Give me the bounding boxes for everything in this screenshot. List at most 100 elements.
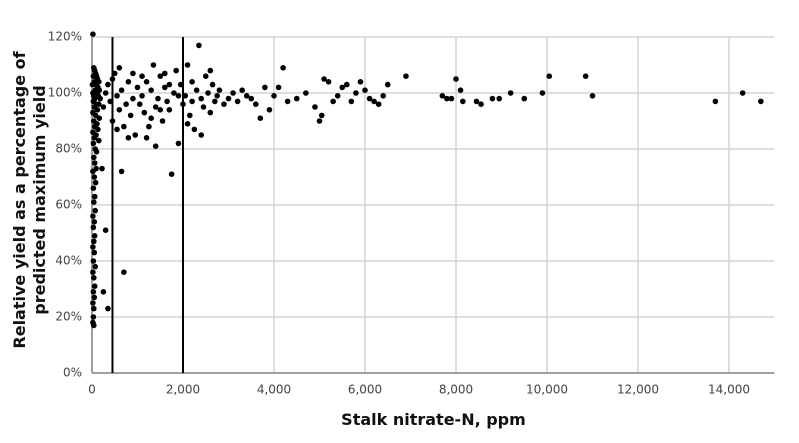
point: [157, 73, 164, 79]
y-axis-title: Relative yield as a percentage of predic…: [10, 51, 49, 349]
point: [155, 95, 161, 102]
point: [275, 84, 282, 91]
point: [507, 90, 514, 96]
point: [496, 95, 503, 102]
point: [439, 93, 446, 99]
point: [205, 90, 211, 96]
point: [127, 112, 134, 119]
point: [93, 149, 100, 155]
point: [380, 93, 387, 99]
point: [139, 93, 145, 99]
point: [148, 87, 154, 93]
point: [271, 93, 277, 99]
point: [321, 76, 327, 82]
point: [114, 126, 120, 133]
point: [334, 93, 341, 99]
y-tick-label: 60%: [55, 198, 82, 212]
x-tick-label: 14,000: [708, 383, 750, 397]
point: [257, 115, 264, 121]
y-tick-label: 20%: [55, 310, 82, 324]
point: [157, 107, 164, 113]
point: [214, 93, 220, 99]
point: [196, 42, 202, 49]
point: [582, 73, 589, 79]
point: [348, 98, 355, 105]
point: [312, 104, 318, 110]
point: [187, 112, 193, 119]
point: [403, 73, 409, 79]
point: [375, 101, 382, 107]
point: [182, 93, 189, 99]
point: [94, 107, 101, 113]
point: [111, 70, 118, 77]
point: [99, 165, 105, 172]
point: [90, 213, 96, 219]
point: [293, 95, 300, 102]
point: [91, 199, 97, 205]
point: [116, 65, 123, 71]
point: [330, 98, 336, 105]
point: [90, 244, 96, 250]
point: [200, 104, 207, 110]
point: [143, 135, 150, 141]
point: [180, 101, 186, 107]
point: [109, 118, 116, 124]
point: [193, 87, 200, 93]
point: [453, 76, 459, 82]
point: [91, 174, 98, 180]
point: [90, 300, 96, 306]
point: [90, 289, 97, 295]
point: [175, 93, 182, 99]
point: [90, 269, 96, 276]
x-tick-label: 0: [88, 383, 96, 397]
point: [90, 168, 96, 175]
point: [146, 123, 152, 130]
point: [339, 84, 346, 91]
point: [489, 95, 496, 102]
point: [357, 79, 364, 85]
point: [189, 79, 195, 85]
point: [191, 126, 198, 133]
point: [212, 98, 218, 105]
point: [166, 107, 173, 113]
y-tick-label: 100%: [48, 86, 82, 100]
point: [91, 219, 98, 225]
point: [92, 263, 98, 270]
point: [198, 95, 204, 102]
x-tick-label: 4,000: [257, 383, 291, 397]
point: [589, 93, 596, 99]
point: [114, 93, 120, 99]
point: [123, 101, 129, 107]
point: [100, 104, 107, 110]
point: [90, 31, 96, 37]
point: [100, 289, 107, 295]
point: [384, 81, 391, 88]
point: [177, 81, 184, 88]
y-tick-label: 120%: [48, 30, 82, 44]
point: [90, 185, 97, 191]
y-tick-label: 80%: [55, 142, 82, 156]
point: [460, 98, 466, 105]
point: [159, 118, 166, 124]
point: [207, 67, 214, 74]
y-tick-label: 40%: [55, 254, 82, 268]
point: [184, 121, 191, 127]
point: [353, 90, 359, 96]
point: [92, 207, 98, 214]
point: [91, 135, 98, 141]
point: [102, 90, 109, 96]
point: [325, 79, 332, 85]
point: [184, 62, 191, 68]
point: [478, 101, 484, 107]
point: [109, 76, 116, 82]
point: [132, 132, 139, 138]
point: [150, 62, 157, 68]
point: [90, 224, 97, 231]
point: [90, 258, 97, 264]
point: [116, 107, 123, 113]
point: [91, 322, 97, 329]
point: [739, 90, 746, 96]
point: [91, 249, 98, 256]
point: [91, 294, 98, 301]
